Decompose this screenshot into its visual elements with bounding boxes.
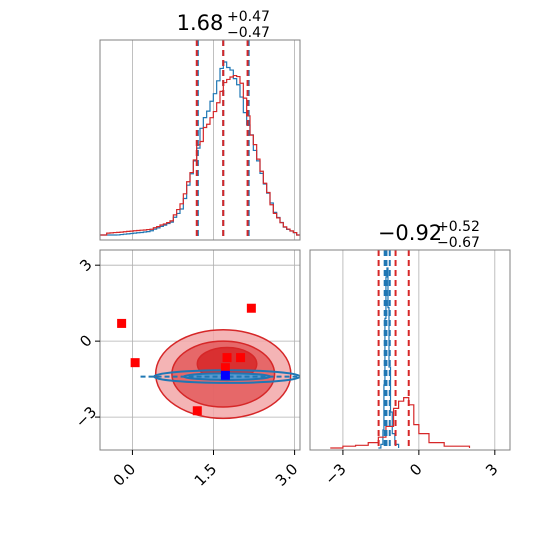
hist-step-bottom-right-red [330, 397, 471, 449]
tick-label-bottom-left-y-2: −3 [72, 403, 100, 431]
ticks-bottom-right: −3 0 3 [321, 450, 502, 488]
quantile-lines-top-left [195, 40, 250, 240]
tick-label-bottom-left-y-0: 3 [76, 255, 95, 274]
tick-label-bottom-left-x-1: 1.5 [191, 460, 221, 490]
quantile-lines-bottom-right [377, 250, 410, 450]
histogram-bottom-right [330, 267, 471, 449]
title-bottom-right-lower: −0.67 [437, 235, 480, 251]
marker-red-6 [220, 363, 230, 373]
frame-bottom-left [99, 249, 301, 451]
histogram-top-left [100, 61, 300, 236]
title-bottom-right-value: −0.92 [378, 221, 442, 245]
grid-bottom-right [342, 250, 496, 450]
panel-bottom-left: 0.0 1.5 3.0 3 0 −3 [72, 249, 302, 490]
marker-red-2 [246, 303, 256, 313]
marker-red-1 [130, 358, 140, 368]
title-top-left-lower: −0.47 [227, 25, 270, 41]
tick-label-bottom-right-x-2: 3 [482, 460, 501, 479]
title-bottom-right: −0.92 [378, 221, 442, 245]
hist-step-top-left-blue [100, 61, 300, 236]
frame-top-left [99, 39, 301, 241]
markers-bottom-left [117, 303, 256, 416]
tick-label-bottom-left-y-1: 0 [76, 331, 95, 350]
title-bottom-right-upper: +0.52 [437, 219, 480, 235]
hist-step-top-left-red [100, 74, 300, 236]
panel-bottom-right: −0.92 +0.52 −0.67 −3 0 3 [309, 219, 511, 488]
grid-top-left [132, 40, 295, 240]
title-top-left-value: 1.68 [177, 11, 224, 35]
frame-bottom-right [309, 249, 511, 451]
tick-label-bottom-left-x-0: 0.0 [110, 460, 140, 490]
panel-top-left: 1.68 +0.47 −0.47 [99, 9, 301, 241]
marker-red-0 [117, 318, 127, 328]
contours-bottom-left [140, 328, 300, 420]
tick-label-bottom-right-x-0: −3 [321, 460, 349, 488]
tick-label-bottom-right-x-1: 0 [406, 460, 425, 479]
hist-step-bottom-right-blue [378, 267, 400, 449]
marker-red-4 [222, 353, 232, 363]
title-top-left: 1.68 [177, 11, 224, 35]
tick-label-bottom-left-x-2: 3.0 [272, 460, 302, 490]
marker-blue-0 [220, 370, 230, 380]
marker-red-3 [192, 406, 202, 416]
marker-red-5 [236, 353, 246, 363]
title-top-left-upper: +0.47 [227, 9, 270, 25]
